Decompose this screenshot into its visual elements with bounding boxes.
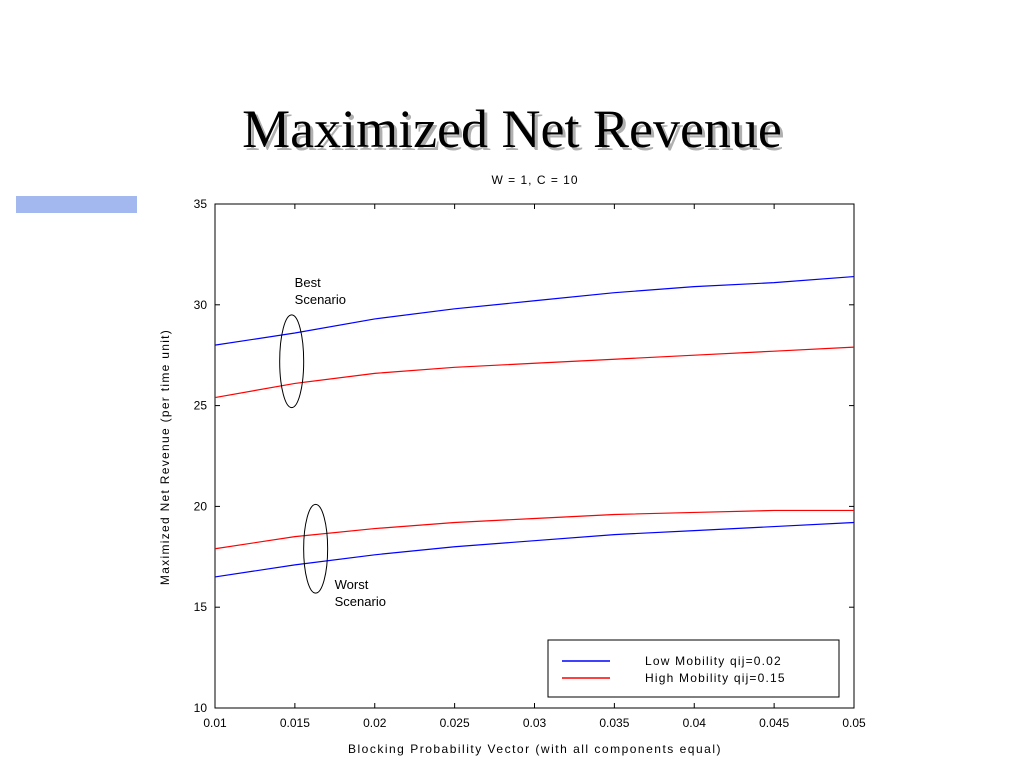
plot-area [214,203,855,709]
worst-scenario-ellipse [303,503,329,594]
x-tick-label: 0.015 [280,716,310,730]
worst-scenario-label: Worst [335,577,369,592]
legend-box [547,639,840,698]
legend-label: Low Mobility qij=0.02 [645,654,782,668]
accent-bar [16,196,137,213]
legend-label: High Mobility qij=0.15 [645,671,786,685]
x-tick-label: 0.04 [683,716,707,730]
series-line-worst-low-mobility [214,521,855,578]
x-axis-label: Blocking Probability Vector (with all co… [348,742,722,756]
best-scenario-label: Scenario [295,292,346,307]
x-tick-label: 0.01 [203,716,227,730]
y-axis-label: Maximized Net Revenue (per time unit) [158,329,172,585]
legend: Low Mobility qij=0.02 High Mobility qij=0… [547,639,840,698]
x-tick-label: 0.03 [523,716,547,730]
x-tick-label: 0.05 [842,716,866,730]
series-line-best-low-mobility [214,275,855,346]
best-scenario-ellipse [279,314,305,409]
series-line-worst-high-mobility [214,509,854,550]
series-line-best-high-mobility [214,346,855,399]
best-scenario-label: Best [295,275,321,290]
x-tick-label: 0.025 [440,716,470,730]
x-tick-label: 0.045 [759,716,789,730]
x-tick-label: 0.035 [599,716,629,730]
y-tick-label: 20 [194,499,208,513]
worst-scenario-label: Scenario [335,594,386,609]
slide-title: Maximized Net Revenue [242,99,782,159]
y-tick-label: 35 [194,197,208,211]
chart-title: W = 1, C = 10 [491,173,578,187]
x-tick-label: 0.02 [363,716,387,730]
y-tick-label: 25 [194,399,208,413]
y-tick-label: 15 [194,600,208,614]
y-tick-label: 10 [194,701,208,715]
y-tick-label: 30 [194,298,208,312]
